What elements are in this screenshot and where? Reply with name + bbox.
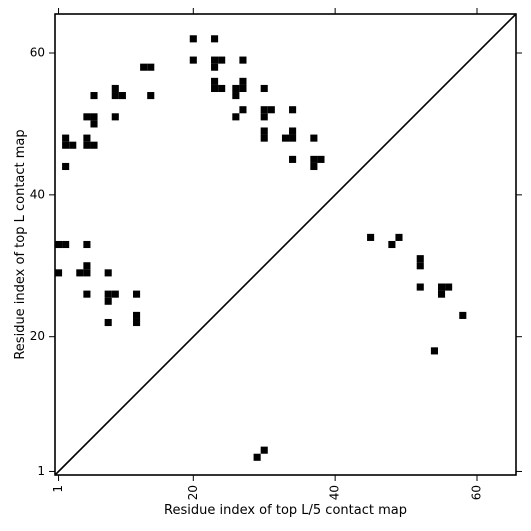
contact-cell	[239, 84, 247, 93]
contact-cell	[90, 120, 98, 128]
contact-cell	[76, 269, 84, 277]
contact-cell	[133, 318, 141, 327]
contact-cell	[83, 113, 91, 121]
contact-cell	[90, 113, 98, 121]
contact-cell	[232, 113, 240, 121]
y-tick-label: 40	[30, 187, 45, 201]
diagonal-line	[54, 13, 517, 476]
contact-cell	[111, 290, 119, 298]
contact-cell	[430, 347, 438, 355]
contact-cell	[367, 233, 375, 241]
contact-cell	[253, 453, 261, 461]
contact-cell	[90, 141, 98, 149]
contact-cell	[289, 134, 297, 142]
contact-cell	[90, 92, 98, 100]
contact-cell	[211, 84, 219, 93]
contact-cell	[83, 141, 91, 149]
contact-cell	[83, 269, 91, 277]
contact-cell	[83, 262, 91, 270]
y-axis-ticks: 1 20 40 60	[30, 46, 522, 478]
contact-cell	[289, 155, 297, 163]
contact-cell	[310, 155, 318, 163]
contact-cell	[55, 269, 63, 277]
contact-cell	[62, 141, 70, 149]
contact-cell	[416, 283, 424, 291]
contact-cell	[189, 56, 197, 64]
contact-cell	[289, 106, 297, 114]
y-tick-label: 60	[30, 46, 45, 60]
x-tick-label: 60	[469, 485, 483, 500]
x-axis-label: Residue index of top L/5 contact map	[164, 503, 407, 518]
contact-cell	[55, 240, 63, 249]
contact-cell	[211, 77, 219, 85]
contact-cell	[104, 297, 112, 305]
contact-cell	[281, 134, 290, 142]
contact-cell	[211, 35, 219, 43]
contact-cell	[445, 283, 453, 291]
contact-cell	[83, 134, 91, 142]
contact-cell	[310, 134, 318, 142]
contact-cell	[83, 290, 91, 298]
contact-cell	[317, 155, 325, 163]
y-axis-label: Residue index of top L contact map	[13, 129, 28, 359]
contact-cell	[232, 92, 240, 100]
contact-cell	[260, 127, 268, 135]
contact-cell	[211, 56, 219, 64]
contact-cell	[218, 84, 226, 93]
contact-cell	[83, 240, 91, 249]
contact-cell	[267, 106, 275, 114]
contact-cell	[260, 134, 268, 142]
contact-cell	[239, 77, 247, 85]
y-tick-label: 20	[30, 329, 45, 343]
contact-cell	[111, 113, 119, 121]
contact-cell	[133, 311, 141, 319]
contact-cell	[388, 240, 396, 249]
top-l-contacts	[55, 35, 325, 327]
x-tick-label: 1	[51, 485, 65, 493]
contact-cell	[62, 240, 70, 249]
contact-cell	[111, 92, 119, 100]
top-l5-contacts	[253, 233, 467, 461]
x-axis-ticks: 1 20 40 60	[51, 8, 483, 500]
plot-frame	[54, 13, 517, 476]
contact-cell	[239, 106, 247, 114]
contact-cell	[416, 262, 424, 270]
x-tick-label: 20	[186, 485, 200, 500]
contact-cell	[211, 63, 219, 71]
contact-cell	[395, 233, 403, 241]
contact-cell	[239, 56, 247, 64]
contact-cell	[310, 162, 318, 171]
contact-cell	[437, 283, 446, 291]
contact-cell	[118, 92, 126, 100]
contact-cell	[260, 113, 268, 121]
contact-cell	[104, 269, 112, 277]
contact-cell	[69, 141, 77, 149]
contact-cell	[140, 63, 148, 71]
contact-cell	[133, 290, 141, 298]
contact-cell	[62, 134, 70, 142]
contact-cell	[62, 162, 70, 171]
contact-cell	[232, 84, 240, 93]
contact-cell	[437, 290, 446, 298]
contact-cell	[218, 56, 226, 64]
contact-cell	[260, 446, 268, 454]
contact-cell	[459, 311, 467, 319]
contact-cell	[147, 63, 155, 71]
contact-cell	[104, 290, 112, 298]
contact-cell	[260, 84, 268, 93]
contact-cell	[260, 106, 268, 114]
y-tick-label: 1	[37, 464, 45, 478]
contact-cell	[104, 318, 112, 327]
contact-cell	[416, 255, 424, 263]
contact-cell	[289, 127, 297, 135]
contact-cell	[147, 92, 155, 100]
contact-cell	[189, 35, 197, 43]
contact-cell	[111, 84, 119, 93]
x-tick-label: 40	[328, 485, 342, 500]
